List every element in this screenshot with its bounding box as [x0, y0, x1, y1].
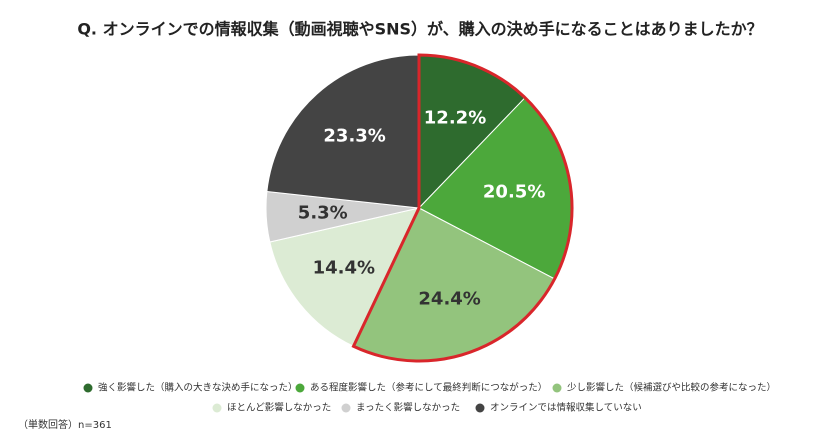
data-label: 5.3%	[298, 203, 348, 224]
legend-marker	[341, 403, 351, 413]
legend-marker	[552, 383, 562, 393]
data-label: 14.4%	[313, 257, 375, 278]
legend-label: 少し影響した（候補選びや比較の参考になった）	[567, 382, 776, 394]
highlight-outline	[351, 53, 574, 363]
legend-label: オンラインでは情報収集していない	[490, 402, 642, 414]
data-label: 12.2%	[424, 108, 486, 129]
pie-slice	[269, 207, 420, 347]
chart-title: Q. オンラインでの情報収集（動画視聴やSNS）が、購入の決め手になることはあり…	[77, 20, 762, 39]
legend-label: ほとんど影響しなかった	[227, 402, 331, 414]
legend-label: まったく影響しなかった	[356, 402, 460, 414]
pie-slice	[266, 54, 420, 209]
legend-marker	[212, 403, 222, 413]
legend-label: ある程度影響した（参考にして最終判断につながった）	[310, 382, 547, 394]
data-label: 23.3%	[323, 125, 385, 146]
legend-marker	[83, 383, 93, 393]
legend-marker	[295, 383, 305, 393]
note: （単数回答）n=361	[18, 418, 112, 431]
legend-label: 強く影響した（購入の大きな決め手になった）	[98, 382, 298, 394]
legend-marker	[475, 403, 485, 413]
data-label: 24.4%	[418, 288, 480, 309]
data-label: 20.5%	[483, 181, 545, 202]
